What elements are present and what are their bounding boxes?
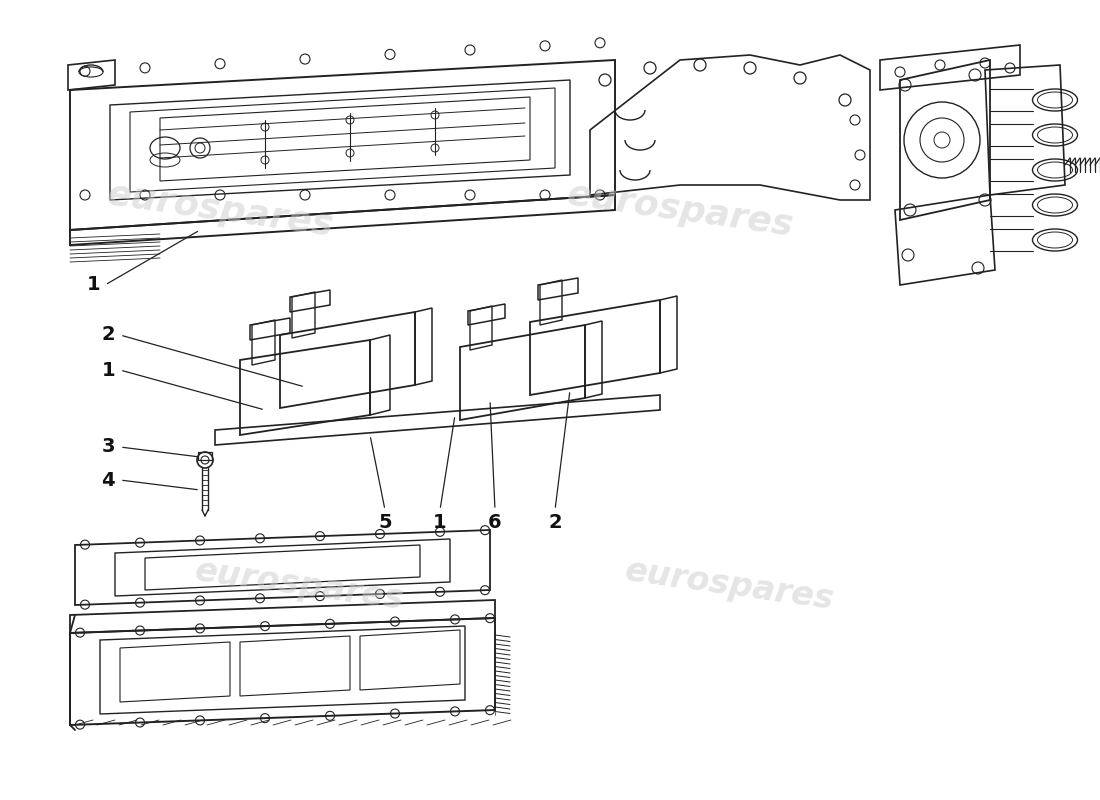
Text: 2: 2 (101, 326, 116, 345)
Text: 1: 1 (101, 361, 116, 379)
Text: 2: 2 (548, 513, 562, 531)
Text: 5: 5 (378, 513, 392, 531)
Text: 6: 6 (488, 513, 502, 531)
Text: eurospares: eurospares (194, 554, 407, 616)
Text: 1: 1 (87, 275, 100, 294)
Text: eurospares: eurospares (104, 178, 336, 242)
Text: 1: 1 (433, 513, 447, 531)
Text: 3: 3 (101, 438, 116, 457)
Text: 4: 4 (101, 470, 116, 490)
Text: eurospares: eurospares (624, 554, 837, 616)
Text: eurospares: eurospares (564, 178, 795, 242)
